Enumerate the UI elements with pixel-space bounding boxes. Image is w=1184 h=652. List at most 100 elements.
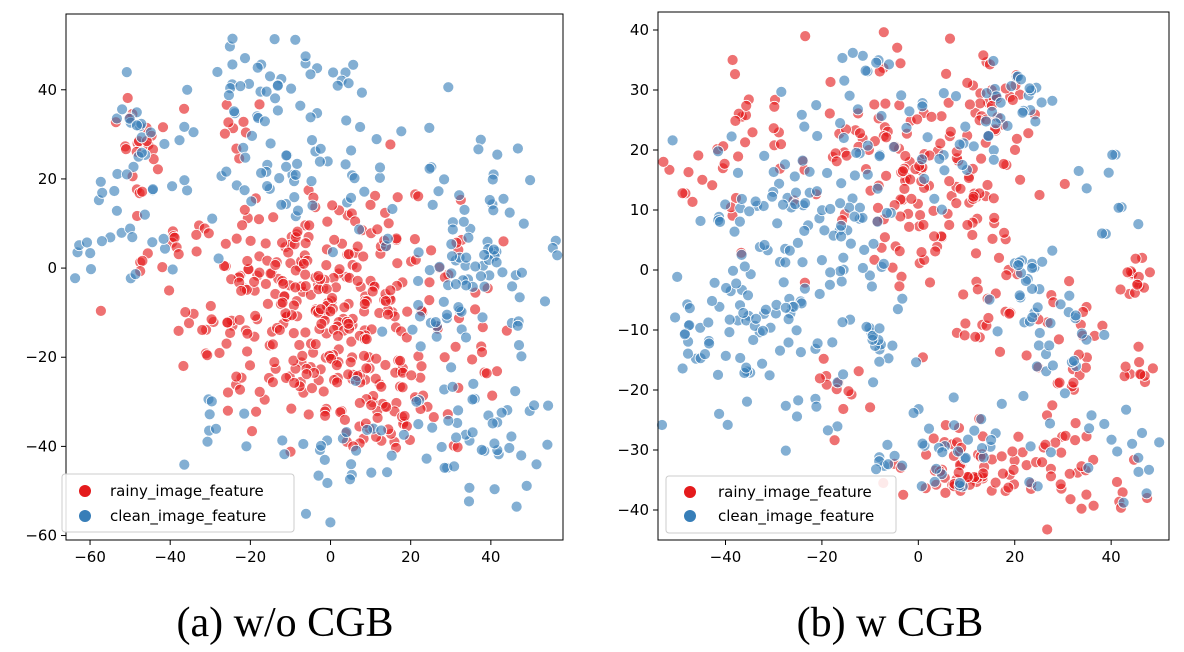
- clean-point: [953, 138, 966, 151]
- clean-point: [822, 424, 834, 437]
- rainy-point: [686, 195, 699, 208]
- clean-point: [212, 252, 225, 265]
- clean-point: [1140, 487, 1153, 500]
- rainy-point: [178, 102, 191, 115]
- clean-point: [835, 177, 848, 190]
- clean-point: [678, 328, 691, 341]
- rainy-point: [1129, 252, 1142, 265]
- clean-point: [1132, 451, 1145, 464]
- rainy-point: [944, 32, 956, 45]
- rainy-point: [326, 199, 339, 212]
- clean-point: [734, 215, 746, 228]
- rainy-point: [253, 213, 265, 226]
- clean-point: [779, 256, 792, 269]
- rainy-point: [391, 257, 404, 270]
- clean-point: [895, 89, 908, 102]
- clean-point: [881, 438, 894, 451]
- clean-point: [838, 74, 851, 87]
- rainy-point: [427, 411, 440, 424]
- clean-point: [933, 153, 946, 165]
- clean-point: [458, 203, 471, 216]
- clean-point: [682, 347, 694, 360]
- clean-point: [799, 197, 811, 210]
- clean-point: [669, 311, 681, 324]
- clean-point: [779, 399, 792, 412]
- clean-point: [795, 346, 807, 359]
- clean-point: [350, 444, 363, 457]
- rainy-point: [302, 408, 315, 421]
- y-tick-label: 20: [38, 170, 57, 188]
- clean-point: [991, 325, 1004, 338]
- clean-point: [539, 295, 551, 308]
- rainy-point: [964, 98, 976, 111]
- clean-point: [146, 236, 159, 249]
- rainy-point: [201, 349, 214, 362]
- clean-point: [426, 421, 439, 434]
- clean-point: [294, 99, 307, 112]
- clean-point: [856, 49, 869, 62]
- rainy-point: [1067, 376, 1080, 389]
- clean-point: [1054, 298, 1067, 311]
- clean-point: [313, 155, 326, 168]
- clean-point: [220, 165, 233, 178]
- clean-point: [798, 120, 811, 133]
- clean-point: [486, 173, 499, 186]
- rainy-point: [244, 234, 257, 247]
- rainy-point: [156, 261, 169, 274]
- clean-point: [771, 217, 784, 230]
- rainy-point: [929, 245, 942, 258]
- rainy-point: [224, 327, 237, 339]
- rainy-point: [273, 324, 286, 336]
- rainy-point: [739, 136, 751, 149]
- rainy-point: [480, 367, 493, 380]
- clean-point: [967, 140, 980, 153]
- rainy-point: [266, 376, 279, 389]
- clean-point: [835, 275, 848, 288]
- rainy-point: [168, 231, 181, 244]
- clean-point: [937, 87, 950, 99]
- clean-point: [251, 61, 264, 74]
- clean-point: [782, 336, 795, 349]
- y-tick-label: 40: [630, 21, 649, 39]
- clean-point: [852, 103, 864, 116]
- rainy-point: [330, 359, 343, 372]
- rainy-point: [266, 338, 279, 351]
- clean-point: [374, 161, 386, 174]
- clean-point: [442, 81, 455, 94]
- clean-point: [386, 203, 399, 215]
- clean-point: [488, 483, 501, 496]
- clean-point: [96, 235, 108, 248]
- clean-point: [749, 195, 762, 208]
- rainy-point: [358, 349, 370, 362]
- rainy-point: [1133, 356, 1145, 369]
- clean-point: [511, 319, 524, 332]
- clean-point: [986, 105, 998, 118]
- rainy-point: [276, 296, 289, 309]
- rainy-point: [993, 251, 1005, 264]
- rainy-point: [1022, 127, 1035, 140]
- rainy-point: [828, 434, 841, 447]
- clean-point: [1017, 390, 1030, 402]
- clean-point: [760, 303, 772, 316]
- rainy-point: [894, 57, 907, 70]
- rainy-point: [276, 236, 289, 249]
- clean-point: [1005, 80, 1018, 92]
- clean-point: [1033, 327, 1046, 339]
- clean-point: [488, 437, 501, 450]
- panel-a-legend: rainy_image_feature clean_image_feature: [61, 473, 295, 533]
- rainy-point: [408, 233, 421, 246]
- clean-point: [96, 186, 109, 199]
- clean-point: [203, 408, 216, 421]
- clean-point: [818, 224, 831, 237]
- rainy-point: [222, 116, 235, 129]
- y-tick-label: −20: [25, 348, 57, 366]
- rainy-point: [1045, 470, 1057, 483]
- clean-point: [466, 426, 479, 439]
- rainy-point: [987, 192, 1000, 205]
- clean-point: [1098, 418, 1111, 430]
- rainy-point: [382, 217, 395, 230]
- clean-point: [181, 184, 194, 197]
- rainy-point: [205, 313, 218, 326]
- rainy-point: [438, 351, 451, 364]
- clean-point: [305, 175, 318, 188]
